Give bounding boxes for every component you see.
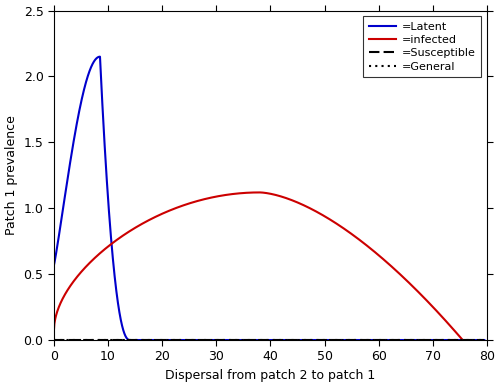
- =General: [444, 338, 450, 342]
- =infected: [112, 239, 118, 243]
- =Susceptible: [77, 338, 83, 342]
- Legend: =Latent, =infected, =Susceptible, =General: =Latent, =infected, =Susceptible, =Gener…: [363, 16, 482, 77]
- =Latent: [113, 286, 119, 291]
- =infected: [460, 338, 466, 342]
- =infected: [229, 192, 235, 197]
- =Latent: [112, 278, 118, 283]
- =Susceptible: [51, 338, 57, 342]
- =Latent: [78, 102, 84, 107]
- =General: [482, 338, 488, 342]
- =infected: [256, 190, 262, 195]
- =infected: [271, 192, 277, 197]
- =General: [460, 338, 466, 342]
- =General: [166, 338, 172, 342]
- =Latent: [108, 243, 114, 247]
- =infected: [302, 204, 308, 208]
- =infected: [51, 327, 57, 332]
- =General: [68, 338, 74, 342]
- Line: =Latent: =Latent: [54, 57, 484, 340]
- =Susceptible: [166, 338, 172, 342]
- =Susceptible: [131, 338, 137, 342]
- =Susceptible: [68, 338, 74, 342]
- =Latent: [482, 338, 488, 342]
- =Latent: [100, 100, 105, 105]
- Y-axis label: Patch 1 prevalence: Patch 1 prevalence: [5, 115, 18, 235]
- =infected: [428, 303, 434, 308]
- =Susceptible: [460, 338, 466, 342]
- =Latent: [127, 338, 133, 342]
- X-axis label: Dispersal from patch 2 to patch 1: Dispersal from patch 2 to patch 1: [166, 369, 376, 382]
- Line: =infected: =infected: [54, 192, 463, 340]
- =infected: [460, 338, 466, 342]
- =General: [77, 338, 83, 342]
- =General: [131, 338, 137, 342]
- =General: [51, 338, 57, 342]
- =Susceptible: [444, 338, 450, 342]
- =Latent: [97, 54, 103, 59]
- =Susceptible: [482, 338, 488, 342]
- =Latent: [51, 263, 57, 267]
- =infected: [144, 219, 150, 223]
- =Latent: [118, 318, 124, 323]
